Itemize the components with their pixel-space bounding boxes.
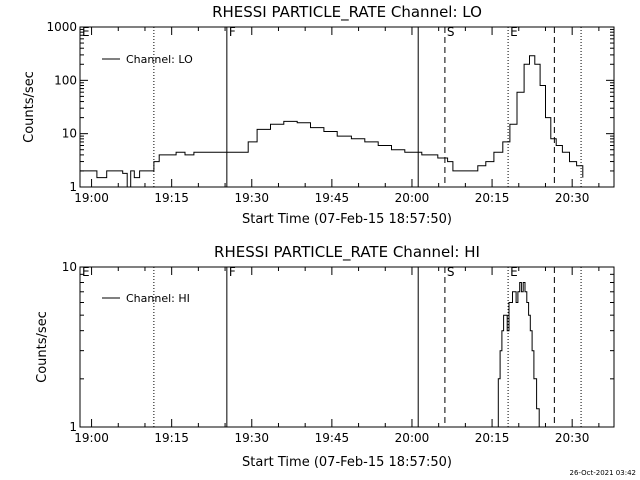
- lo-x-tick-label: 19:30: [234, 191, 269, 205]
- hi-series-layer: [496, 282, 540, 428]
- hi-y-axis-label: Counts/sec: [35, 311, 50, 383]
- lo-plot-frame: [79, 26, 615, 188]
- lo-series-layer: [80, 55, 584, 188]
- hi-x-tick-label: 19:45: [315, 431, 350, 445]
- lo-x-tick-label: 19:00: [74, 191, 109, 205]
- hi-event-label: F: [229, 265, 236, 279]
- hi-x-tick-label: 20:00: [395, 431, 430, 445]
- hi-x-tick-label: 20:30: [555, 431, 590, 445]
- hi-plot-frame: [79, 266, 615, 428]
- lo-chart-title: RHESSI PARTICLE_RATE Channel: LO: [212, 3, 482, 22]
- lo-legend-label: Channel: LO: [126, 53, 193, 66]
- lo-channel-panel: RHESSI PARTICLE_RATE Channel: LO Counts/…: [22, 3, 615, 227]
- hi-x-tick-label: 20:15: [475, 431, 510, 445]
- lo-x-tick-label: 20:30: [555, 191, 590, 205]
- hi-x-tick-label: 19:30: [234, 431, 269, 445]
- lo-y-tick-label: 1000: [46, 20, 77, 34]
- hi-x-tick-label: 19:15: [154, 431, 189, 445]
- lo-y-axis-label: Counts/sec: [22, 71, 37, 143]
- lo-x-tick-label: 19:15: [154, 191, 189, 205]
- lo-plot-axes: 19:00 19:15 19:30 19:45 20:00 20:15 20:30 1 10 10…: [46, 20, 615, 205]
- hi-legend: Channel: HI: [102, 292, 190, 305]
- lo-event-label: E: [82, 25, 90, 39]
- lo-legend: Channel: LO: [102, 53, 193, 66]
- hi-plot-axes: 19:00 19:15 19:30 19:45 20:00 20:15 20:30 1 10: [62, 260, 615, 445]
- lo-x-tick-label: 20:15: [475, 191, 510, 205]
- hi-event-label: E: [82, 265, 90, 279]
- lo-x-tick-label: 20:00: [395, 191, 430, 205]
- hi-chart-title: RHESSI PARTICLE_RATE Channel: HI: [214, 243, 480, 262]
- hi-legend-label: Channel: HI: [126, 292, 190, 305]
- lo-event-label: S: [447, 25, 455, 39]
- hi-event-label: S: [447, 265, 455, 279]
- lo-series-line: [80, 55, 584, 188]
- lo-y-tick-label: 100: [54, 73, 77, 87]
- lo-y-tick-label: 10: [62, 127, 77, 141]
- lo-event-label: F: [229, 25, 236, 39]
- hi-event-label: E: [510, 265, 518, 279]
- hi-x-axis-label: Start Time (07-Feb-15 18:57:50): [242, 455, 452, 470]
- lo-y-tick-label: 1: [69, 180, 77, 194]
- hi-channel-panel: RHESSI PARTICLE_RATE Channel: HI Counts/…: [35, 243, 615, 470]
- lo-x-axis-label: Start Time (07-Feb-15 18:57:50): [242, 212, 452, 227]
- hi-y-tick-label: 1: [69, 420, 77, 434]
- generation-timestamp: 26-Oct-2021 03:42: [570, 469, 636, 477]
- hi-x-tick-label: 19:00: [74, 431, 109, 445]
- lo-event-label: E: [510, 25, 518, 39]
- hi-series-line: [496, 282, 540, 428]
- hi-y-tick-label: 10: [62, 260, 77, 274]
- lo-x-tick-label: 19:45: [315, 191, 350, 205]
